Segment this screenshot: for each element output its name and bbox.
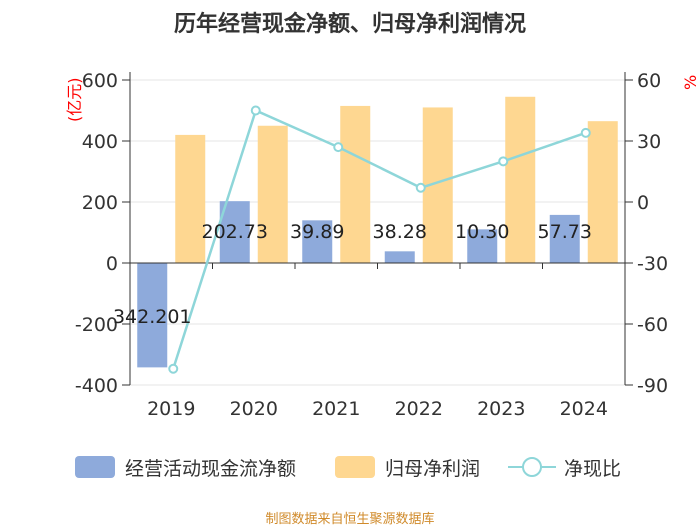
x-axis-tick-label: 2022	[395, 398, 443, 420]
x-axis-tick-label: 2019	[147, 398, 195, 420]
left-axis-tick-label: 200	[82, 192, 118, 214]
chart-title: 历年经营现金净额、归母净利润情况	[173, 12, 526, 37]
bar-cashflow	[137, 263, 168, 368]
legend-item-cashflow[interactable]: 经营活动现金流净额	[75, 452, 296, 482]
legend-swatch-ratio	[508, 457, 556, 477]
bar-value-label: 57.73	[538, 221, 592, 243]
legend-swatch-netprofit	[335, 456, 375, 478]
bar-netprofit	[587, 121, 618, 263]
legend-label-netprofit: 归母净利润	[385, 457, 481, 480]
left-axis-tick-label: -400	[75, 375, 118, 397]
bar-value-label: 342.201	[113, 306, 192, 328]
ratio-point	[250, 105, 261, 116]
bar-netprofit	[257, 125, 288, 263]
bar-netprofit	[340, 105, 371, 263]
x-axis-tick-label: 2024	[560, 398, 608, 420]
left-axis-title: (亿元)	[65, 78, 84, 123]
x-axis-tick-label: 2023	[477, 398, 525, 420]
left-axis-tick-label: 0	[106, 253, 118, 275]
legend-item-netprofit[interactable]: 归母净利润	[335, 452, 480, 482]
source-note: 制图数据来自恒生聚源数据库	[265, 512, 435, 527]
left-axis-tick-label: -200	[75, 314, 118, 336]
legend-label-ratio: 净现比	[564, 457, 622, 480]
right-axis-tick-label: -60	[637, 314, 668, 336]
left-axis-tick-label: 600	[82, 70, 118, 92]
right-axis-tick-label: 0	[637, 192, 649, 214]
bar-value-label: 39.89	[290, 221, 344, 243]
bar-cashflow	[302, 220, 333, 263]
ratio-point	[415, 182, 426, 193]
ratio-point	[333, 142, 344, 153]
legend-swatch-cashflow	[75, 456, 115, 478]
right-axis-tick-label: 60	[637, 70, 661, 92]
bar-netprofit	[505, 96, 536, 264]
ratio-point	[498, 156, 509, 167]
bar-cashflow	[549, 214, 580, 263]
bar-value-label: 10.30	[455, 221, 509, 243]
right-axis-tick-label: -30	[637, 253, 668, 275]
legend-label-cashflow: 经营活动现金流净额	[125, 457, 297, 480]
x-axis-tick-label: 2020	[230, 398, 278, 420]
bar-value-label: 38.28	[373, 221, 427, 243]
ratio-line	[172, 108, 587, 370]
right-axis-tick-label: -90	[637, 375, 668, 397]
bar-cashflow	[384, 251, 415, 263]
ratio-point	[580, 127, 591, 138]
right-axis-title: %	[681, 75, 700, 90]
legend-item-ratio[interactable]: 净现比	[508, 452, 621, 482]
ratio-point	[168, 363, 179, 374]
bar-netprofit	[175, 134, 206, 263]
x-axis-tick-label: 2021	[312, 398, 360, 420]
right-axis-tick-label: 30	[637, 131, 661, 153]
bar-cashflow	[467, 229, 498, 263]
bar-value-label: 202.73	[202, 221, 268, 243]
left-axis-tick-label: 400	[82, 131, 118, 153]
